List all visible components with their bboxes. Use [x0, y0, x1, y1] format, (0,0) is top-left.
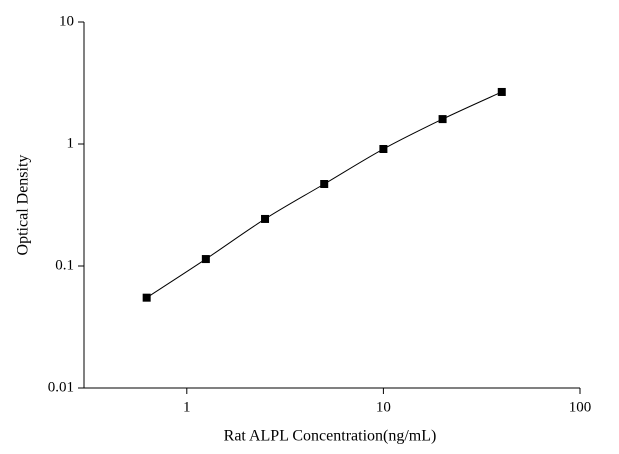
y-axis-label: Optical Density — [15, 155, 32, 256]
data-point — [261, 214, 270, 223]
data-point — [201, 255, 210, 264]
data-point — [142, 293, 151, 302]
x-tick-label: 1 — [183, 399, 191, 415]
y-tick-label: 10 — [59, 13, 74, 29]
x-tick-label: 100 — [569, 399, 592, 415]
x-axis-label: Rat ALPL Concentration(ng/mL) — [224, 428, 437, 445]
data-point — [438, 115, 447, 124]
data-point — [320, 180, 329, 189]
x-tick-label: 10 — [376, 399, 391, 415]
data-point — [379, 144, 388, 153]
y-tick-label: 1 — [67, 135, 75, 151]
y-tick-label: 0.1 — [55, 257, 74, 273]
y-tick-label: 0.01 — [48, 379, 74, 395]
data-point — [497, 87, 506, 96]
